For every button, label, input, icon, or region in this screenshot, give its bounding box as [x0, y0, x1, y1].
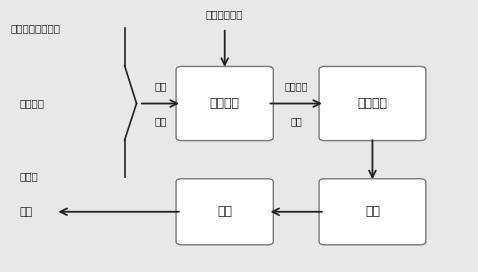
- Text: 烘干: 烘干: [365, 205, 380, 218]
- Text: 搅拌均匀: 搅拌均匀: [210, 97, 239, 110]
- Text: 氧化: 氧化: [154, 81, 167, 91]
- Text: 去离子水: 去离子水: [20, 98, 45, 109]
- Text: 水浴加热: 水浴加热: [284, 81, 308, 91]
- FancyBboxPatch shape: [319, 179, 426, 245]
- Text: 丙烯酸及其盐: 丙烯酸及其盐: [206, 9, 243, 19]
- Text: 通氮: 通氮: [290, 116, 302, 126]
- Text: 产品: 产品: [20, 207, 33, 217]
- FancyBboxPatch shape: [176, 66, 273, 141]
- Text: 羧甲基马铃薯淀粉: 羧甲基马铃薯淀粉: [10, 23, 60, 33]
- FancyBboxPatch shape: [176, 179, 273, 245]
- Text: 双氧水: 双氧水: [20, 172, 39, 182]
- Text: 接枝聚合: 接枝聚合: [358, 97, 388, 110]
- Text: 一锅: 一锅: [154, 116, 167, 126]
- FancyBboxPatch shape: [319, 66, 426, 141]
- Text: 粉碎: 粉碎: [217, 205, 232, 218]
